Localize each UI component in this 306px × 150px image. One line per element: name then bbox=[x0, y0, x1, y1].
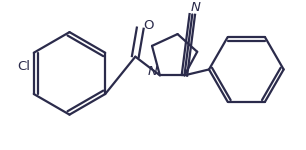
Text: N: N bbox=[190, 1, 200, 14]
Text: Cl: Cl bbox=[17, 60, 31, 73]
Text: N: N bbox=[148, 65, 158, 78]
Text: O: O bbox=[143, 19, 153, 32]
